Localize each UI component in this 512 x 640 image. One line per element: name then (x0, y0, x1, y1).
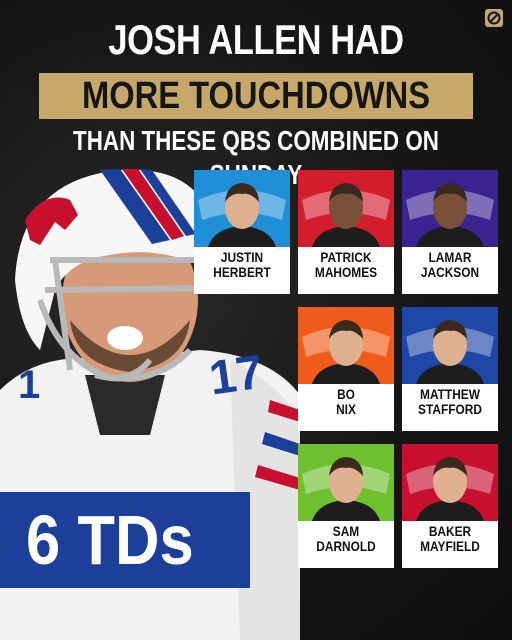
qb-name: BAKER MAYFIELD (409, 524, 491, 554)
qb-first-name: MATTHEW (420, 386, 480, 402)
qb-first-name: JUSTIN (220, 249, 264, 265)
qb-photo (402, 170, 498, 247)
qb-first-name: BO (337, 386, 355, 402)
qb-first-name: PATRICK (320, 249, 372, 265)
qb-last-name: DARNOLD (316, 538, 376, 554)
qb-name: PATRICK MAHOMES (305, 250, 387, 280)
qb-photo (402, 444, 498, 521)
qb-photo (194, 170, 290, 247)
qb-last-name: MAHOMES (314, 264, 378, 280)
qb-card: PATRICK MAHOMES (298, 170, 394, 294)
qb-last-name: JACKSON (420, 264, 480, 280)
qb-name: JUSTIN HERBERT (201, 250, 283, 280)
qb-card: BO NIX (298, 307, 394, 431)
rams-team-background (402, 307, 498, 384)
jersey-number: 17 (206, 346, 266, 406)
qb-photo (298, 307, 394, 384)
seahawks-team-background (298, 444, 394, 521)
qb-last-name: MAYFIELD (420, 538, 480, 554)
qb-card: MATTHEW STAFFORD (402, 307, 498, 431)
qb-first-name: BAKER (428, 523, 472, 539)
qb-photo (298, 444, 394, 521)
headline-line-2: MORE TOUCHDOWNS (82, 75, 430, 117)
qb-name: BO NIX (305, 387, 387, 417)
qb-card: SAM DARNOLD (298, 444, 394, 568)
qb-face (225, 187, 259, 229)
brand-logo-icon (485, 9, 503, 27)
chargers-team-background (194, 170, 290, 247)
qb-last-name: NIX (336, 401, 356, 417)
qb-face (329, 324, 363, 366)
qb-card: JUSTIN HERBERT (194, 170, 290, 294)
broncos-team-background (298, 307, 394, 384)
qb-first-name: SAM (332, 523, 360, 539)
qb-name: SAM DARNOLD (305, 524, 387, 554)
qb-face (433, 324, 467, 366)
qb-photo (402, 307, 498, 384)
qb-face (329, 187, 363, 229)
chiefs-team-background (298, 170, 394, 247)
qb-last-name: STAFFORD (418, 401, 482, 417)
buccaneers-team-background (402, 444, 498, 521)
gold-highlight-band (39, 73, 473, 119)
qb-face (433, 187, 467, 229)
qb-last-name: HERBERT (213, 264, 271, 280)
qb-card: LAMAR JACKSON (402, 170, 498, 294)
qb-name: MATTHEW STAFFORD (409, 387, 491, 417)
ravens-team-background (402, 170, 498, 247)
headline-line-1: JOSH ALLEN HAD (108, 16, 404, 63)
svg-text:1: 1 (18, 363, 40, 407)
qb-face (329, 461, 363, 503)
qb-photo (298, 170, 394, 247)
qb-face (433, 461, 467, 503)
touchdown-stat: 6 TDs (26, 501, 194, 579)
qb-name: LAMAR JACKSON (409, 250, 491, 280)
qb-first-name: LAMAR (428, 249, 472, 265)
qb-card: BAKER MAYFIELD (402, 444, 498, 568)
stat-box (0, 492, 250, 588)
